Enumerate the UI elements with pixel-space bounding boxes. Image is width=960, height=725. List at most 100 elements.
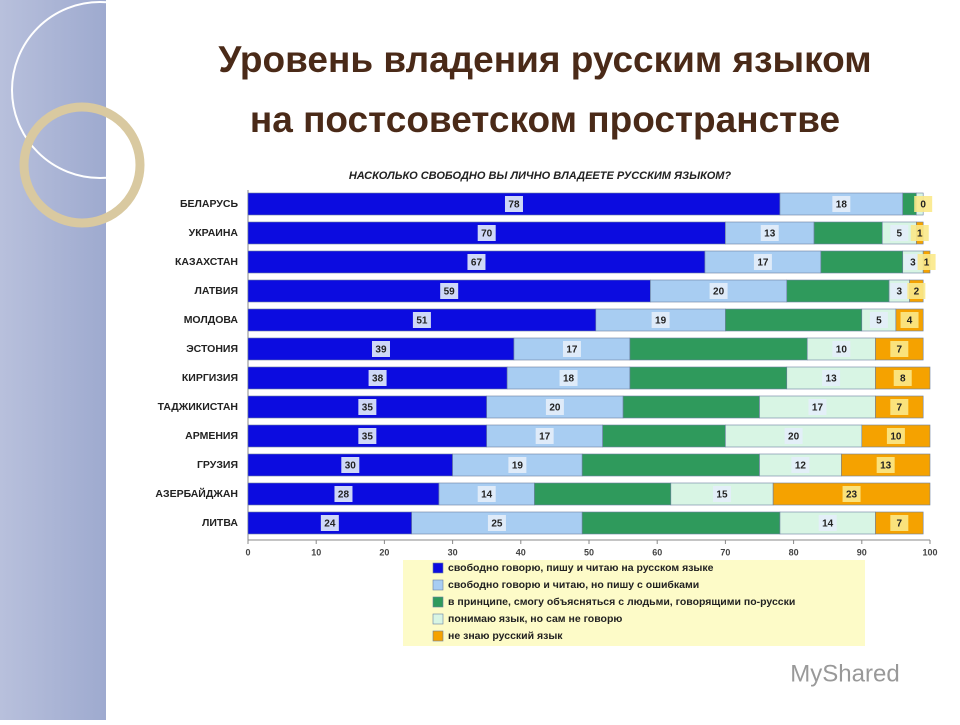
category-label: МОЛДОВА [184, 314, 239, 326]
slide-title: Уровень владения русским языком [218, 39, 871, 80]
data-label: 13 [826, 374, 838, 385]
label-box [886, 428, 905, 444]
label-box [910, 225, 929, 241]
data-label: 10 [890, 432, 902, 443]
bar-segment [581, 511, 781, 535]
data-label: 35 [362, 432, 374, 443]
data-label: 3 [897, 287, 903, 298]
decor-circle [19, 102, 145, 228]
data-label: 7 [897, 345, 903, 356]
legend-swatch [432, 596, 444, 608]
category-label: ЛАТВИЯ [194, 285, 238, 297]
legend [403, 560, 865, 646]
category-label: КАЗАХСТАН [175, 256, 238, 268]
legend-swatch [432, 562, 444, 574]
x-tick-label: 0 [245, 547, 250, 557]
x-tick-label: 100 [922, 547, 937, 557]
chart-title: НАСКОЛЬКО СВОБОДНО ВЫ ЛИЧНО ВЛАДЕЕТЕ РУС… [349, 170, 732, 182]
data-label: 78 [508, 200, 520, 211]
bar-segment [534, 482, 672, 506]
label-box [869, 312, 888, 328]
data-label: 5 [876, 316, 882, 327]
data-label: 2 [914, 287, 920, 298]
category-label: КИРГИЗИЯ [182, 372, 238, 384]
category-label: УКРАИНА [189, 227, 239, 239]
data-label: 25 [491, 519, 503, 530]
legend-label: не знаю русский язык [448, 630, 563, 642]
watermark: MyShared [790, 660, 899, 687]
label-box [368, 370, 387, 386]
data-label: 38 [372, 374, 384, 385]
data-label: 20 [549, 403, 561, 414]
bar-segment [813, 221, 883, 245]
label-box [562, 341, 581, 357]
label-box [784, 428, 803, 444]
label-box [545, 399, 564, 415]
data-label: 14 [481, 490, 493, 501]
x-tick-label: 80 [789, 547, 799, 557]
data-label: 13 [880, 461, 892, 472]
label-box [832, 196, 851, 212]
legend-swatch [432, 630, 444, 642]
x-tick-label: 40 [516, 547, 526, 557]
bar-segment [820, 250, 904, 274]
label-box [900, 312, 919, 328]
label-box [876, 457, 895, 473]
bar-segment [629, 366, 788, 390]
decor-circle [11, 1, 189, 179]
bar-segment [602, 424, 726, 448]
slide-title: на постсоветском пространстве [250, 99, 840, 140]
bar-segment [629, 337, 808, 361]
bar-segment [581, 453, 760, 477]
label-box [822, 370, 841, 386]
label-box [890, 283, 909, 299]
label-box [334, 486, 353, 502]
label-box [808, 399, 827, 415]
data-label: 67 [471, 258, 483, 269]
category-label: ЛИТВА [202, 517, 238, 529]
data-label: 7 [897, 519, 903, 530]
label-box [890, 515, 909, 531]
data-label: 10 [836, 345, 848, 356]
x-tick-label: 30 [448, 547, 458, 557]
data-label: 1 [924, 258, 930, 269]
label-box [712, 486, 731, 502]
x-tick-label: 70 [720, 547, 730, 557]
x-tick-label: 10 [311, 547, 321, 557]
x-tick-label: 90 [857, 547, 867, 557]
data-label: 14 [822, 519, 834, 530]
label-box [818, 515, 837, 531]
label-box [467, 254, 486, 270]
label-box [917, 254, 936, 270]
category-label: ЭСТОНИЯ [186, 343, 238, 355]
bar-segment [786, 279, 890, 303]
data-label: 30 [345, 461, 357, 472]
label-box [893, 370, 912, 386]
label-box [832, 341, 851, 357]
data-label: 4 [907, 316, 913, 327]
bar-segment [725, 308, 863, 332]
label-box [890, 225, 909, 241]
legend-swatch [432, 579, 444, 591]
label-box [890, 399, 909, 415]
data-label: 12 [795, 461, 807, 472]
data-label: 3 [910, 258, 916, 269]
data-label: 24 [324, 519, 336, 530]
data-label: 17 [757, 258, 769, 269]
label-box [440, 283, 459, 299]
legend-label: в принципе, смогу объясняться с людьми, … [448, 596, 795, 608]
data-label: 20 [713, 287, 725, 298]
label-box [903, 254, 922, 270]
label-box [535, 428, 554, 444]
data-label: 17 [812, 403, 824, 414]
label-box [914, 196, 933, 212]
label-box [341, 457, 360, 473]
data-label: 17 [539, 432, 551, 443]
label-box [890, 341, 909, 357]
category-label: БЕЛАРУСЬ [180, 198, 238, 210]
data-label: 28 [338, 490, 350, 501]
data-label: 39 [375, 345, 387, 356]
legend-swatch [432, 613, 444, 625]
data-label: 13 [764, 229, 776, 240]
